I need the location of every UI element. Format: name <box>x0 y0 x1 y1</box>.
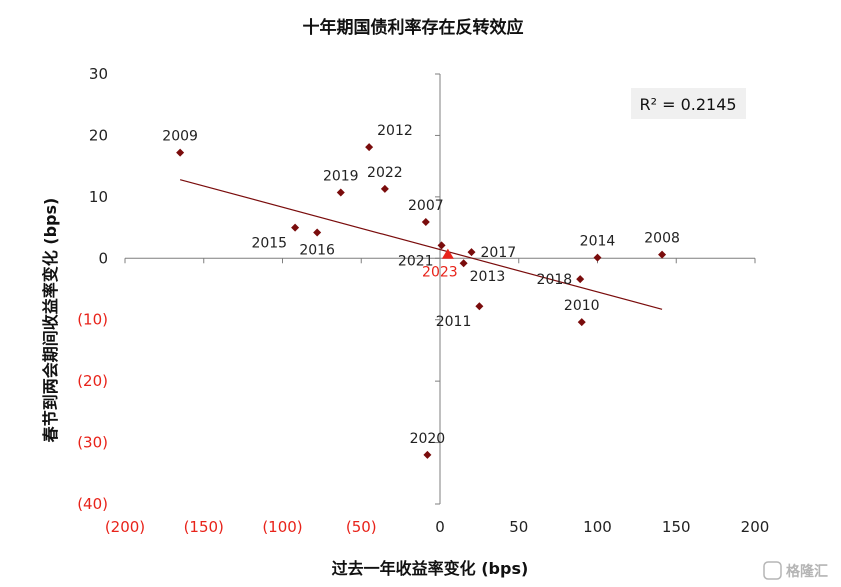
r-squared-box: R² = 0.2145 <box>631 88 746 119</box>
point-label-2013: 2013 <box>470 269 506 285</box>
point-label-2009: 2009 <box>162 129 198 145</box>
data-point-2018 <box>576 275 585 284</box>
data-point-2014 <box>593 253 602 262</box>
point-label-2018: 2018 <box>537 272 573 288</box>
data-point-2016 <box>313 228 322 237</box>
point-label-2007: 2007 <box>408 198 444 214</box>
data-point-2007 <box>421 218 430 227</box>
point-label-2020: 2020 <box>410 431 446 447</box>
point-label-2016: 2016 <box>299 242 335 258</box>
data-point-2008 <box>658 250 667 259</box>
watermark-logo-icon <box>763 561 782 580</box>
y-tick-label: 0 <box>98 249 108 267</box>
point-label-2022: 2022 <box>367 165 403 181</box>
point-label-2012: 2012 <box>377 123 413 139</box>
data-point-2019 <box>336 188 345 197</box>
tick-labels: (200) (150) (100) (50) 0 50 100 150 2003020100(1… <box>77 65 769 536</box>
y-tick-label: (40) <box>77 495 108 513</box>
point-label-2010: 2010 <box>564 298 600 314</box>
data-point-2023 <box>441 248 454 259</box>
point-label-2023: 2023 <box>422 265 458 281</box>
data-point-2021 <box>437 241 446 250</box>
point-label-2014: 2014 <box>580 234 616 250</box>
point-label-2019: 2019 <box>323 169 359 185</box>
y-tick-label: 30 <box>89 65 108 83</box>
y-tick-label: 20 <box>89 126 108 144</box>
axes <box>124 73 756 505</box>
y-tick-label: (20) <box>77 372 108 390</box>
watermark: 格隆汇 <box>763 561 828 580</box>
data-points: 2009 2012 2019 2022 2007 2015 2016 2021 2017 2013… <box>162 123 680 459</box>
x-tick-label: (100) <box>262 518 302 536</box>
trendline <box>179 179 663 310</box>
data-point-2011 <box>475 302 484 311</box>
chart-title: 十年期国债利率存在反转效应 <box>303 17 524 38</box>
x-tick-label: (150) <box>184 518 224 536</box>
data-point-2013 <box>459 259 468 268</box>
point-label-2021: 2021 <box>398 253 434 269</box>
y-tick-label: (30) <box>77 434 108 452</box>
x-tick-label: 50 <box>509 518 528 536</box>
data-point-2012 <box>365 143 374 152</box>
point-label-2015: 2015 <box>251 236 287 252</box>
x-tick-label: 150 <box>662 518 691 536</box>
data-point-2022 <box>380 184 389 193</box>
x-tick-label: 200 <box>741 518 770 536</box>
y-axis-title: 春节到两会期间收益率变化 (bps) <box>41 198 60 444</box>
x-tick-label: (50) <box>346 518 377 536</box>
watermark-text: 格隆汇 <box>786 563 828 580</box>
data-point-2020 <box>423 450 432 459</box>
data-point-2015 <box>291 223 300 232</box>
data-point-2017 <box>467 248 476 257</box>
trendline-group <box>179 179 663 310</box>
y-tick-label: 10 <box>89 188 108 206</box>
data-point-2010 <box>577 318 586 327</box>
data-point-2009 <box>176 148 185 157</box>
x-tick-label: 0 <box>435 518 445 536</box>
point-label-2008: 2008 <box>644 231 680 247</box>
r-squared-label: R² = 0.2145 <box>639 95 736 114</box>
y-tick-label: (10) <box>77 311 108 329</box>
point-label-2011: 2011 <box>436 314 472 330</box>
x-axis-title: 过去一年收益率变化 (bps) <box>332 559 529 578</box>
point-label-2017: 2017 <box>481 245 517 261</box>
x-tick-label: (200) <box>105 518 145 536</box>
x-tick-label: 100 <box>583 518 612 536</box>
r-squared-background <box>631 88 746 119</box>
